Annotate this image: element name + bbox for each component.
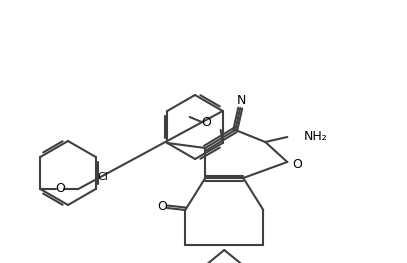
Text: O: O [55,183,65,195]
Text: NH₂: NH₂ [303,130,327,144]
Text: N: N [236,94,246,108]
Text: Cl: Cl [98,172,109,182]
Text: O: O [158,200,167,213]
Text: O: O [292,159,302,171]
Text: O: O [201,115,211,129]
